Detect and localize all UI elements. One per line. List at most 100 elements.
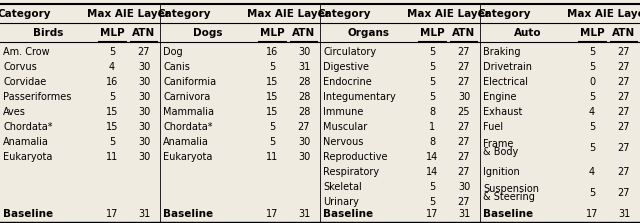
Text: Category: Category bbox=[0, 9, 51, 19]
Text: 27: 27 bbox=[458, 197, 470, 207]
Text: 27: 27 bbox=[618, 143, 630, 153]
Text: 4: 4 bbox=[589, 167, 595, 177]
Text: 30: 30 bbox=[138, 62, 150, 72]
Text: Passeriformes: Passeriformes bbox=[3, 92, 72, 102]
Text: 15: 15 bbox=[266, 107, 278, 117]
Text: 4: 4 bbox=[589, 107, 595, 117]
Text: Max AIE Layer: Max AIE Layer bbox=[566, 9, 640, 19]
Text: 27: 27 bbox=[458, 77, 470, 87]
Text: 16: 16 bbox=[106, 77, 118, 87]
Text: 4: 4 bbox=[109, 62, 115, 72]
Text: MLP: MLP bbox=[100, 28, 124, 38]
Text: Category: Category bbox=[477, 9, 531, 19]
Text: Chordata*: Chordata* bbox=[163, 122, 212, 132]
Text: Respiratory: Respiratory bbox=[323, 167, 379, 177]
Text: 27: 27 bbox=[618, 167, 630, 177]
Text: Exhaust: Exhaust bbox=[483, 107, 522, 117]
Text: 25: 25 bbox=[458, 107, 470, 117]
Text: Chordata*: Chordata* bbox=[3, 122, 52, 132]
Text: Muscular: Muscular bbox=[323, 122, 367, 132]
Text: Eukaryota: Eukaryota bbox=[163, 152, 212, 162]
Text: MLP: MLP bbox=[420, 28, 444, 38]
Text: Suspension: Suspension bbox=[483, 184, 539, 194]
Text: Nervous: Nervous bbox=[323, 137, 364, 147]
Text: 30: 30 bbox=[138, 137, 150, 147]
Text: ATN: ATN bbox=[292, 28, 316, 38]
Text: 27: 27 bbox=[618, 122, 630, 132]
Text: Am. Crow: Am. Crow bbox=[3, 47, 50, 57]
Text: Carnivora: Carnivora bbox=[163, 92, 211, 102]
Text: Corvidae: Corvidae bbox=[3, 77, 46, 87]
Text: 11: 11 bbox=[266, 152, 278, 162]
Text: & Body: & Body bbox=[483, 147, 518, 157]
Text: 5: 5 bbox=[429, 62, 435, 72]
Text: 17: 17 bbox=[586, 209, 598, 219]
Text: Baseline: Baseline bbox=[483, 209, 533, 219]
Text: 5: 5 bbox=[429, 197, 435, 207]
Text: ATN: ATN bbox=[132, 28, 156, 38]
Text: 16: 16 bbox=[266, 47, 278, 57]
Text: 17: 17 bbox=[106, 209, 118, 219]
Text: Integumentary: Integumentary bbox=[323, 92, 396, 102]
Text: Immune: Immune bbox=[323, 107, 364, 117]
Text: Anamalia: Anamalia bbox=[163, 137, 209, 147]
Text: ATN: ATN bbox=[452, 28, 476, 38]
Text: 8: 8 bbox=[429, 107, 435, 117]
Text: 27: 27 bbox=[458, 167, 470, 177]
Text: Drivetrain: Drivetrain bbox=[483, 62, 532, 72]
Text: 27: 27 bbox=[618, 107, 630, 117]
Text: Digestive: Digestive bbox=[323, 62, 369, 72]
Text: 31: 31 bbox=[618, 209, 630, 219]
Text: Auto: Auto bbox=[514, 28, 542, 38]
Text: 5: 5 bbox=[589, 92, 595, 102]
Text: 14: 14 bbox=[426, 167, 438, 177]
Text: 30: 30 bbox=[298, 137, 310, 147]
Text: 30: 30 bbox=[458, 182, 470, 192]
Text: 27: 27 bbox=[458, 137, 470, 147]
Text: 27: 27 bbox=[298, 122, 310, 132]
Text: Urinary: Urinary bbox=[323, 197, 359, 207]
Text: 5: 5 bbox=[429, 47, 435, 57]
Text: Fuel: Fuel bbox=[483, 122, 503, 132]
Text: Aves: Aves bbox=[3, 107, 26, 117]
Text: 5: 5 bbox=[429, 77, 435, 87]
Text: 15: 15 bbox=[106, 107, 118, 117]
Text: 30: 30 bbox=[138, 77, 150, 87]
Text: 27: 27 bbox=[138, 47, 150, 57]
Text: 8: 8 bbox=[429, 137, 435, 147]
Text: 17: 17 bbox=[266, 209, 278, 219]
Text: Ignition: Ignition bbox=[483, 167, 520, 177]
Text: Canis: Canis bbox=[163, 62, 190, 72]
Text: 5: 5 bbox=[269, 122, 275, 132]
Text: 5: 5 bbox=[589, 47, 595, 57]
Text: Max AIE Layer: Max AIE Layer bbox=[406, 9, 490, 19]
Text: 15: 15 bbox=[266, 92, 278, 102]
Text: 30: 30 bbox=[138, 152, 150, 162]
Text: 5: 5 bbox=[109, 137, 115, 147]
Text: Baseline: Baseline bbox=[3, 209, 53, 219]
Text: 28: 28 bbox=[298, 107, 310, 117]
Text: MLP: MLP bbox=[260, 28, 284, 38]
Text: Electrical: Electrical bbox=[483, 77, 528, 87]
Text: 5: 5 bbox=[589, 62, 595, 72]
Text: ATN: ATN bbox=[612, 28, 636, 38]
Text: 27: 27 bbox=[458, 152, 470, 162]
Text: 5: 5 bbox=[269, 137, 275, 147]
Text: Circulatory: Circulatory bbox=[323, 47, 376, 57]
Text: 14: 14 bbox=[426, 152, 438, 162]
Text: 5: 5 bbox=[589, 143, 595, 153]
Text: Dog: Dog bbox=[163, 47, 182, 57]
Text: & Steering: & Steering bbox=[483, 192, 535, 202]
Text: 27: 27 bbox=[618, 77, 630, 87]
Text: 5: 5 bbox=[589, 122, 595, 132]
Text: 27: 27 bbox=[458, 47, 470, 57]
Text: Endocrine: Endocrine bbox=[323, 77, 372, 87]
Text: Max AIE Layer: Max AIE Layer bbox=[86, 9, 170, 19]
Text: Engine: Engine bbox=[483, 92, 516, 102]
Text: 27: 27 bbox=[458, 122, 470, 132]
Text: 31: 31 bbox=[138, 209, 150, 219]
Text: Max AIE Layer: Max AIE Layer bbox=[246, 9, 330, 19]
Text: 1: 1 bbox=[429, 122, 435, 132]
Text: 30: 30 bbox=[298, 152, 310, 162]
Text: 0: 0 bbox=[589, 77, 595, 87]
